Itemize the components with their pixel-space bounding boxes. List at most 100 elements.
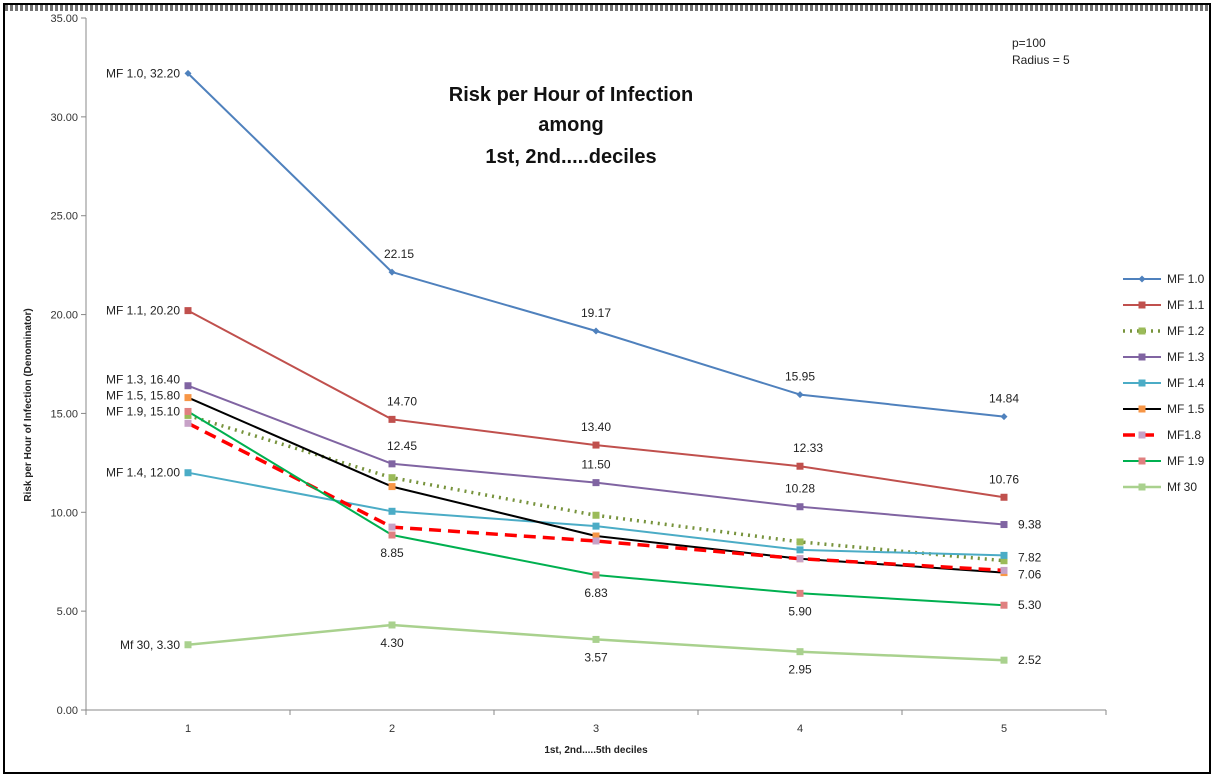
x-tick-label: 2 (389, 723, 395, 735)
data-label: 5.90 (788, 604, 812, 618)
x-tick-label: 3 (593, 723, 599, 735)
data-label: 7.82 (1018, 550, 1042, 564)
data-label: 5.30 (1018, 598, 1042, 612)
data-point (592, 522, 600, 530)
series-2 (184, 307, 1008, 501)
data-label: 11.50 (581, 458, 610, 472)
data-point (388, 460, 396, 468)
data-point (1000, 566, 1008, 574)
chart-title-line-2: among (538, 114, 604, 136)
data-label: 22.15 (384, 247, 414, 261)
legend-marker (1138, 431, 1146, 439)
data-point (1000, 656, 1008, 664)
legend-item: MF 1.4 (1123, 376, 1205, 390)
series-7 (184, 419, 1008, 574)
legend-item: MF 1.0 (1123, 272, 1205, 286)
legend-marker (1138, 405, 1146, 413)
legend-label: MF 1.9 (1167, 454, 1205, 468)
y-tick-label: 25.00 (50, 211, 78, 223)
data-point (1000, 551, 1008, 559)
legend-item: MF 1.9 (1123, 454, 1205, 468)
series-8 (184, 407, 1008, 609)
data-point (592, 537, 600, 545)
data-label: 14.70 (387, 394, 417, 408)
data-point (388, 268, 396, 276)
data-point (796, 462, 804, 470)
legend-label: MF 1.0 (1167, 272, 1205, 286)
data-point (184, 69, 192, 77)
data-label: 15.95 (785, 370, 815, 384)
legend: MF 1.0 MF 1.1 MF 1.2 MF 1.3 MF 1.4 MF 1.5 MF1.… (1123, 272, 1205, 494)
data-point (184, 394, 192, 402)
data-label: 2.52 (1018, 653, 1042, 667)
data-point (592, 441, 600, 449)
y-tick-label: 0.00 (57, 705, 78, 717)
series-layer (184, 69, 1008, 664)
legend-marker (1138, 379, 1146, 387)
data-label: 12.45 (387, 439, 417, 453)
series-3 (184, 411, 1008, 565)
legend-label: MF 1.1 (1167, 298, 1205, 312)
note-radius: Radius = 5 (1012, 53, 1070, 67)
data-label: MF 1.1, 20.20 (106, 304, 180, 318)
legend-label: MF 1.5 (1167, 402, 1205, 416)
data-label: 7.06 (1018, 567, 1042, 581)
y-tick-label: 30.00 (50, 112, 78, 124)
note-p-value: p=100 (1012, 36, 1046, 50)
data-point (796, 538, 804, 546)
data-label: 2.95 (788, 663, 812, 677)
data-label: 12.33 (793, 441, 823, 455)
data-point (388, 415, 396, 423)
data-label: MF 1.3, 16.40 (106, 373, 180, 387)
y-tick-label: 10.00 (50, 507, 78, 519)
data-label: Mf 30, 3.30 (120, 638, 180, 652)
chart-frame: 0.00 5.00 10.00 15.00 20.00 25.00 30.00 35.00 1 2… (3, 3, 1211, 774)
data-point (796, 589, 804, 597)
series-line (187, 384, 1005, 526)
data-label: MF 1.5, 15.80 (106, 389, 180, 403)
legend-marker (1138, 301, 1146, 309)
legend-marker (1138, 457, 1146, 465)
data-point (796, 555, 804, 563)
data-point (592, 571, 600, 579)
y-tick-label: 35.00 (50, 13, 78, 25)
data-point (592, 635, 600, 643)
data-point (1000, 493, 1008, 501)
data-label: 10.76 (989, 472, 1019, 486)
legend-item: Mf 30 (1123, 480, 1197, 494)
data-point (796, 546, 804, 554)
y-tick-label: 20.00 (50, 310, 78, 322)
data-point (184, 382, 192, 390)
cropped-caption-strip (5, 5, 1209, 11)
legend-label: MF 1.2 (1167, 324, 1205, 338)
data-label: 19.17 (581, 306, 611, 320)
data-point (796, 391, 804, 399)
data-label: 8.85 (380, 546, 404, 560)
data-label: 6.83 (584, 586, 608, 600)
data-point (1000, 601, 1008, 609)
legend-label: Mf 30 (1167, 480, 1197, 494)
y-tick-label: 15.00 (50, 408, 78, 420)
data-point (184, 419, 192, 427)
data-label: 14.84 (989, 392, 1019, 406)
data-point (1000, 521, 1008, 529)
data-point (388, 474, 396, 482)
legend-item: MF 1.3 (1123, 350, 1205, 364)
x-axis-title: 1st, 2nd.....5th deciles (544, 745, 648, 756)
data-point (184, 411, 192, 419)
legend-marker (1138, 353, 1146, 361)
data-point (796, 648, 804, 656)
data-point (1000, 557, 1008, 565)
legend-item: MF 1.2 (1123, 324, 1205, 338)
data-point (388, 483, 396, 491)
data-point (592, 532, 600, 540)
legend-label: MF 1.3 (1167, 350, 1205, 364)
data-point (184, 641, 192, 649)
data-label: 13.40 (581, 420, 611, 434)
data-point (184, 307, 192, 315)
series-5 (184, 469, 1008, 559)
x-tick-label: 4 (797, 723, 803, 735)
data-label: 10.28 (785, 482, 815, 496)
legend-marker (1138, 275, 1146, 283)
